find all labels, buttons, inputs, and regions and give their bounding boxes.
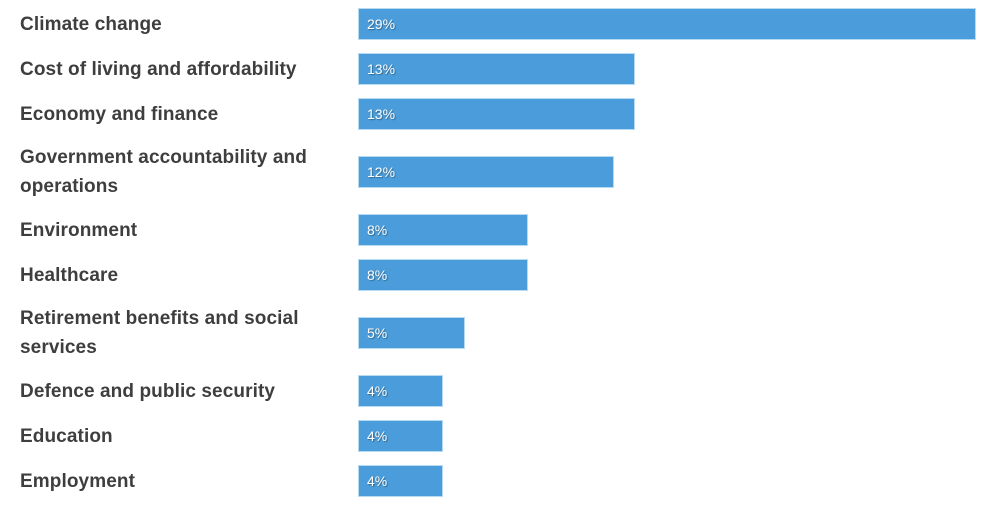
bar-track: 8% [358, 214, 1000, 246]
category-label: Climate change [20, 13, 162, 35]
bar-value-label: 4% [367, 428, 388, 444]
bar-track: 5% [358, 317, 1000, 349]
category-label: Government accountability and operations [20, 147, 307, 197]
bar-value-label: 8% [367, 222, 388, 238]
bar-chart: Climate change 29% Cost of living and af… [0, 8, 1000, 497]
bar: 8% [358, 214, 529, 246]
bar-track: 13% [358, 53, 1000, 85]
bar-row: Education 4% [0, 420, 1000, 452]
category-label: Cost of living and affordability [20, 58, 297, 80]
bar: 4% [358, 465, 444, 497]
bar-row: Environment 8% [0, 214, 1000, 246]
category-label: Defence and public security [20, 380, 276, 402]
bar-value-label: 13% [367, 106, 396, 122]
bar-row: Economy and finance 13% [0, 98, 1000, 130]
bar-track: 29% [358, 8, 1000, 40]
bar: 4% [358, 375, 444, 407]
category-label: Environment [20, 219, 138, 241]
bar-track: 8% [358, 259, 1000, 291]
bar: 13% [358, 98, 636, 130]
bar-row: Defence and public security 4% [0, 375, 1000, 407]
bar-track: 4% [358, 375, 1000, 407]
bar-track: 4% [358, 420, 1000, 452]
bar: 4% [358, 420, 444, 452]
bar-row: Retirement benefits and social services … [0, 304, 1000, 362]
category-label: Employment [20, 470, 136, 492]
bar: 29% [358, 8, 976, 40]
category-label: Education [20, 425, 113, 447]
bar-value-label: 5% [367, 325, 388, 341]
bar-value-label: 8% [367, 267, 388, 283]
category-label: Healthcare [20, 264, 119, 286]
bar-value-label: 29% [367, 16, 396, 32]
bar-track: 13% [358, 98, 1000, 130]
bar-track: 4% [358, 465, 1000, 497]
category-label: Economy and finance [20, 103, 219, 125]
bar-row: Government accountability and operations… [0, 143, 1000, 201]
bar: 13% [358, 53, 636, 85]
bar-row: Climate change 29% [0, 8, 1000, 40]
bar: 8% [358, 259, 529, 291]
bar-value-label: 13% [367, 61, 396, 77]
bar-value-label: 4% [367, 383, 388, 399]
category-label: Retirement benefits and social services [20, 308, 299, 358]
bar-row: Employment 4% [0, 465, 1000, 497]
bar-row: Healthcare 8% [0, 259, 1000, 291]
bar: 12% [358, 156, 614, 188]
bar-track: 12% [358, 156, 1000, 188]
bar-row: Cost of living and affordability 13% [0, 53, 1000, 85]
bar-value-label: 4% [367, 473, 388, 489]
bar-value-label: 12% [367, 164, 396, 180]
bar: 5% [358, 317, 465, 349]
